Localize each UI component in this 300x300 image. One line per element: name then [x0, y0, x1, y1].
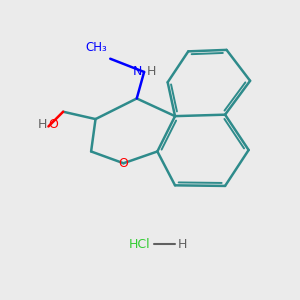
Text: H: H [38, 118, 47, 131]
Text: HCl: HCl [128, 238, 150, 251]
Text: O: O [118, 157, 128, 170]
Text: O: O [48, 118, 58, 131]
Text: H: H [146, 65, 156, 79]
Text: H: H [178, 238, 187, 251]
Text: CH₃: CH₃ [85, 41, 107, 54]
Text: N: N [132, 65, 142, 79]
